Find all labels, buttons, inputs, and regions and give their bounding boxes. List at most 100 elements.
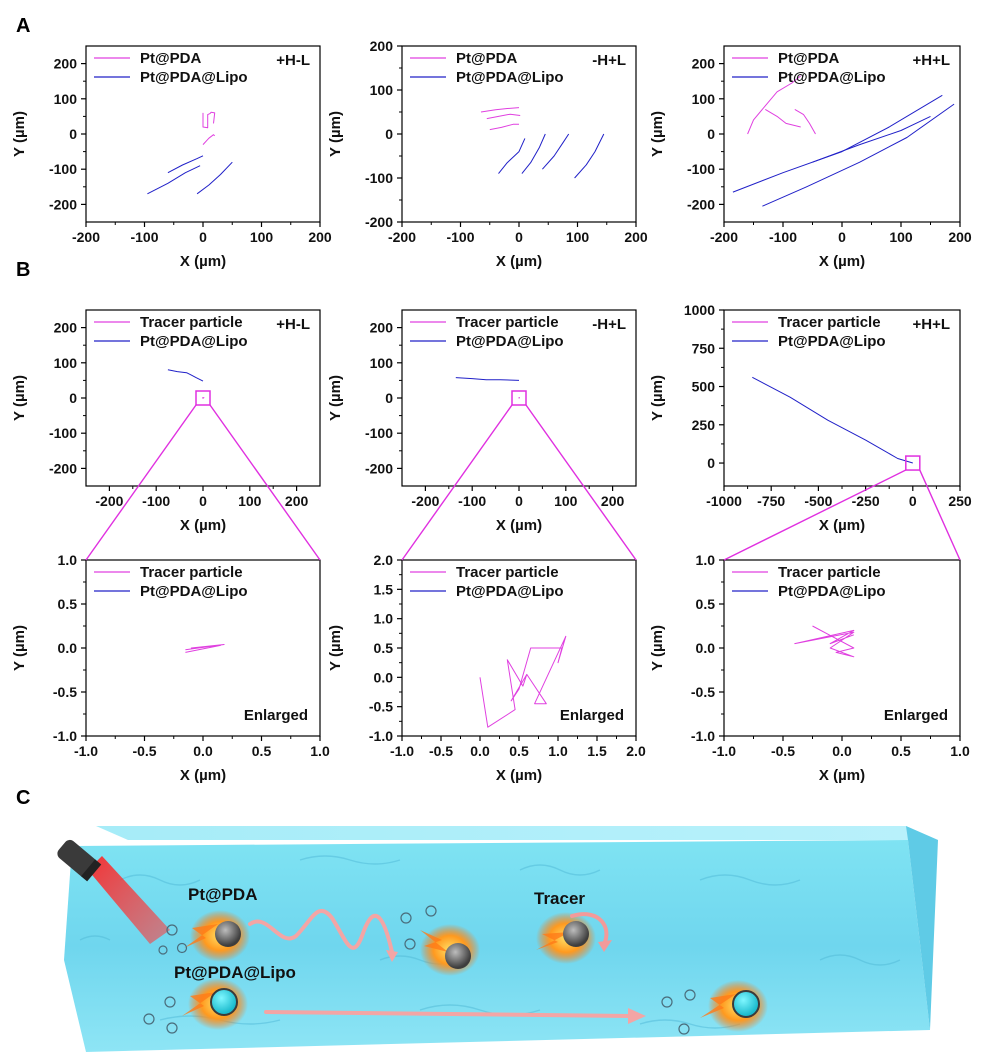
y-axis-label: Y (µm) [11,111,28,157]
condition-label: +H+L [912,316,950,333]
trajectory-line-pt-pda-lipo [455,377,520,381]
x-tick-label: 0.5 [509,743,529,759]
zoom-box [905,455,921,471]
x-tick-label: 0.0 [470,743,490,759]
x-tick-label: 1.0 [950,743,970,759]
y-tick-label: -100 [687,161,715,177]
y-tick-label: -100 [49,425,77,441]
legend-entry: Pt@PDA [140,50,201,67]
x-tick-label: -200 [710,229,738,245]
bubble [404,938,416,950]
series-group [455,377,520,399]
y-tick-label: 0 [385,126,393,142]
x-tick-label: -100 [458,493,486,509]
series-group [147,111,233,195]
chart-b2: -200 -100 0 100 200 -200 -100 0 100 200 X (µm) Y (µ… [327,309,637,534]
y-tick-label: -200 [365,460,393,476]
bubble [176,942,188,954]
x-axis-label: X (µm) [819,517,865,534]
x-tick-label: -1.0 [712,743,736,759]
y-tick-label: 200 [54,56,78,72]
y-tick-label: 100 [54,355,78,371]
y-tick-label: 0 [69,126,77,142]
trajectory-line-pt-pda [794,108,816,135]
bubble [166,1022,178,1034]
legend-entry: Tracer particle [456,314,559,331]
legend-entry: Pt@PDA@Lipo [140,583,248,600]
y-tick-label: -200 [49,460,77,476]
bubble [158,945,168,955]
y-tick-label: 0.5 [374,640,394,656]
trajectory-line-pt-pda [747,75,802,135]
pt-pda-particle [184,910,250,962]
y-tick-label: -0.5 [53,684,77,700]
zoom-connector [723,469,907,561]
enlarged-annotation: Enlarged [560,707,624,724]
x-tick-label: 0 [199,229,207,245]
x-tick-label: -0.5 [771,743,795,759]
legend-entry: Pt@PDA@Lipo [778,69,886,86]
enlarged-annotation: Enlarged [244,707,308,724]
scene-label-pt-pda-lipo: Pt@PDA@Lipo [174,963,296,982]
x-axis-label: X (µm) [819,253,865,270]
x-tick-label: -100 [446,229,474,245]
x-tick-label: -100 [769,229,797,245]
laser-beam [88,856,170,944]
trajectory-line-tracer-particle [185,644,225,653]
chart-a3: -200 -100 0 100 200 -200 -100 0 100 200 X (µm) Y (µ… [649,45,972,270]
pt-pda-lipo-sphere [210,988,238,1016]
pt-pda-sphere [215,921,241,947]
series-group [185,644,225,653]
x-tick-label: 1.0 [548,743,568,759]
condition-label: +H-L [276,316,310,333]
legend-entry: Tracer particle [778,314,881,331]
trajectory-line-pt-pda-lipo [574,133,605,179]
series-group [794,625,855,658]
condition-label: -H+L [592,316,626,333]
y-tick-label: -0.5 [369,699,393,715]
x-tick-label: 1.0 [310,743,330,759]
laser-source [57,839,170,944]
y-tick-label: 100 [54,91,78,107]
water-side [906,826,938,1030]
y-tick-label: -200 [687,196,715,212]
bubble [143,1013,155,1025]
x-tick-label: 100 [250,229,274,245]
y-axis-label: Y (µm) [649,111,666,157]
y-tick-label: 0.0 [696,640,716,656]
y-tick-label: -1.0 [53,728,77,744]
y-tick-label: 500 [692,379,716,395]
zoom-connector [919,469,961,561]
y-tick-label: 1.5 [374,581,394,597]
x-tick-label: 2.0 [626,743,646,759]
y-tick-label: 0.5 [696,596,716,612]
legend-entry: Pt@PDA@Lipo [778,333,886,350]
condition-label: +H+L [912,52,950,69]
y-tick-label: -100 [365,170,393,186]
y-tick-label: 0.0 [58,640,78,656]
x-tick-label: 100 [554,493,578,509]
x-tick-label: 100 [238,493,262,509]
bubble [164,996,176,1008]
chart-b1: -200 -100 0 100 200 -200 -100 0 100 200 X (µm) Y (µ… [11,309,321,534]
y-axis-label: Y (µm) [649,375,666,421]
y-axis-label: Y (µm) [11,375,28,421]
trajectory-line-tracer-particle [518,397,520,399]
tracer-particle [536,912,612,964]
y-axis-label: Y (µm) [327,111,344,157]
trajectory-line-pt-pda-lipo [196,161,233,195]
panel-letter-b: B [16,259,30,281]
trajectory-line-pt-pda-lipo [542,133,570,170]
trajectory-line-pt-pda-lipo [147,165,201,195]
x-tick-label: -250 [852,493,880,509]
trajectory-line-tracer-particle [201,397,205,399]
y-axis-label: Y (µm) [11,625,28,671]
y-tick-label: -0.5 [691,684,715,700]
trajectory-line-pt-pda-lipo [762,103,955,207]
pt-pda-lipo-particle-moved [700,980,768,1032]
chart-a1: -200 -100 0 100 200 -200 -100 0 100 200 X (µm) Y (µ… [11,45,332,270]
series-group [167,369,205,399]
series-group [732,75,955,207]
x-tick-label: 100 [889,229,913,245]
zoom-box [511,390,527,406]
